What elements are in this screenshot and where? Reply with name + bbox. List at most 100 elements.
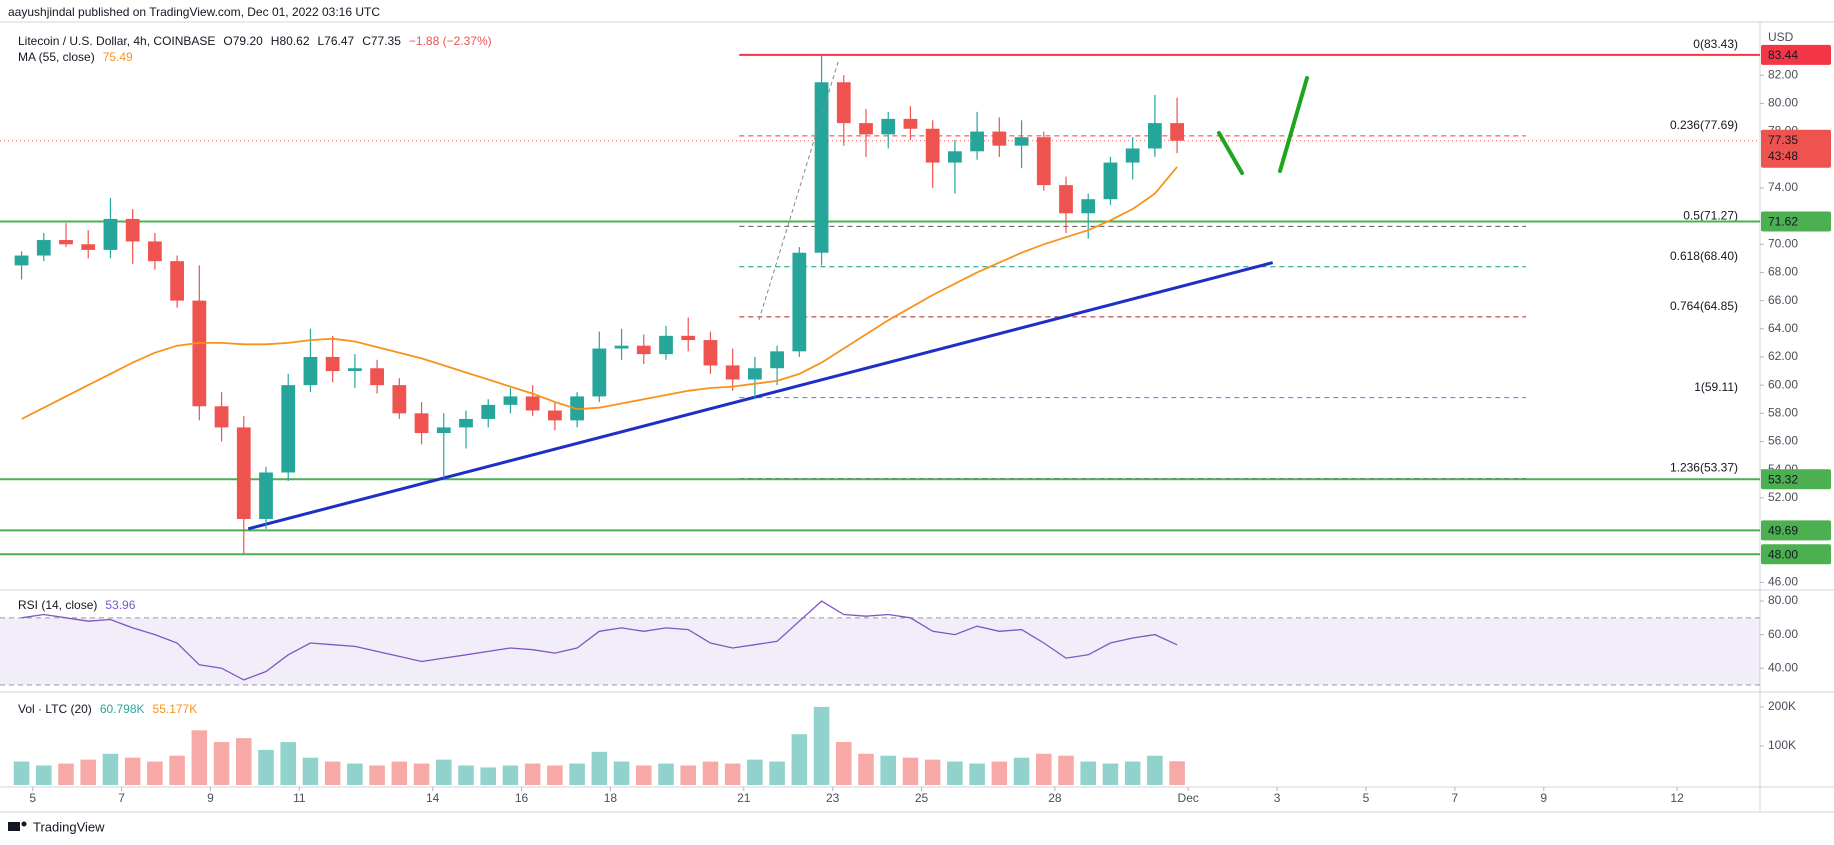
candle-body (59, 240, 73, 245)
volume-bar (1036, 753, 1052, 785)
fib-diagonal (758, 58, 840, 321)
rsi-band (0, 617, 1760, 685)
price-tag (1761, 544, 1831, 565)
candle-body (814, 82, 829, 253)
candle-body (170, 261, 184, 301)
candle-body (548, 410, 562, 421)
candle-body (659, 335, 673, 355)
volume-bar (991, 761, 1008, 785)
y-tick-label: 52.00 (1768, 490, 1798, 504)
volume-bar (169, 755, 185, 785)
candle-body (303, 356, 318, 386)
volume-bar (480, 767, 496, 785)
volume-bar (391, 761, 408, 785)
candle-body (192, 300, 207, 407)
volume-bar (858, 753, 874, 785)
volume-bar (880, 755, 896, 785)
volume-bar (636, 765, 652, 785)
y-tick-label: 46.00 (1768, 575, 1798, 589)
x-tick-label: 12 (1670, 791, 1684, 805)
x-tick-label: 11 (293, 791, 306, 805)
candle-body (614, 345, 629, 349)
x-tick-label: 5 (29, 791, 36, 805)
x-tick-label: 25 (915, 791, 929, 805)
volume-tick-label: 100K (1768, 738, 1796, 752)
y-tick-label: 60.00 (1768, 377, 1798, 391)
candle-body (770, 351, 784, 369)
candle-body (881, 118, 896, 135)
candle-body (281, 385, 296, 473)
volume-bar (902, 757, 919, 785)
fib-label: 0(83.43) (1693, 37, 1738, 51)
candle-body (259, 472, 273, 519)
rsi-name: RSI (14, close) (18, 598, 97, 612)
x-tick-label: 9 (207, 791, 214, 805)
candle-body (436, 427, 451, 434)
candle-body (859, 123, 873, 135)
volume-bar (947, 761, 963, 785)
plot-marks: 0(83.43) 0.236(77.69) 0.5(71.27) 0.618(68.4… (0, 37, 1760, 785)
volume-bar (1147, 755, 1163, 785)
volume-bar (213, 742, 230, 785)
trendline (247, 261, 1274, 531)
rsi-tick-label: 40.00 (1768, 660, 1798, 674)
brand-name: TradingView (33, 819, 105, 834)
volume-bar (36, 765, 52, 785)
fib-label: 1.236(53.37) (1670, 461, 1738, 475)
price-tag-label: 53.32 (1768, 472, 1798, 486)
candle-body (148, 241, 162, 262)
volume-bar (191, 730, 208, 785)
ohlc-value: C77.35 (362, 34, 401, 48)
candle-body (925, 128, 940, 163)
candle-body (592, 348, 607, 397)
x-tick-label: Dec (1178, 791, 1199, 805)
volume-bar (13, 761, 30, 785)
volume-legend: Vol · LTC (20) 60.798K 55.177K (18, 702, 197, 716)
arrow-up-stroke (1278, 76, 1309, 173)
rsi-line (21, 600, 1178, 681)
ohlc-value: H80.62 (271, 34, 310, 48)
y-tick-label: 58.00 (1768, 405, 1798, 419)
price-tag-label: 48.00 (1768, 547, 1798, 561)
candle-body (725, 365, 740, 380)
candle-body (125, 218, 140, 242)
x-tick-label: 23 (826, 791, 840, 805)
volume-value: 60.798K (100, 702, 145, 716)
y-tick-label: 66.00 (1768, 293, 1798, 307)
fib-label: 0.618(68.40) (1670, 249, 1738, 263)
y-tick-label: 80.00 (1768, 96, 1798, 110)
volume-bar (524, 763, 541, 785)
x-tick-label: 3 (1274, 791, 1281, 805)
volume-bar (124, 757, 141, 785)
candle-body (414, 413, 429, 434)
ohlc-value: O79.20 (223, 34, 263, 48)
volume-ma-value: 55.177K (153, 702, 198, 716)
symbol-title: Litecoin / U.S. Dollar, 4h, COINBASE (18, 34, 215, 48)
logo-mark (8, 822, 20, 831)
volume-bar (836, 742, 852, 785)
rsi-legend: RSI (14, close) 53.96 (18, 598, 136, 612)
volume-bar (369, 765, 385, 785)
ma-name: MA (55, close) (18, 50, 95, 64)
candle-body (903, 118, 918, 129)
logo-dot (21, 821, 27, 827)
candle-body (1014, 137, 1029, 146)
volume-bar (1169, 761, 1185, 785)
candle-body (214, 406, 229, 428)
candle-body (36, 240, 51, 256)
volume-bar (1013, 757, 1030, 785)
x-tick-label: 9 (1540, 791, 1547, 805)
volume-bar (791, 734, 808, 785)
price-tag (1761, 44, 1831, 65)
arrow-down-stroke (1217, 131, 1244, 175)
volume-bar (547, 765, 563, 785)
candle-body (1081, 199, 1096, 214)
volume-bar (502, 765, 519, 785)
candle-body (103, 218, 118, 250)
volume-bar (324, 761, 341, 785)
price-tag (1761, 469, 1831, 490)
candle-body (948, 151, 962, 163)
candle-body (748, 368, 762, 380)
y-tick-label: 62.00 (1768, 349, 1798, 363)
currency-label: USD (1768, 30, 1794, 44)
